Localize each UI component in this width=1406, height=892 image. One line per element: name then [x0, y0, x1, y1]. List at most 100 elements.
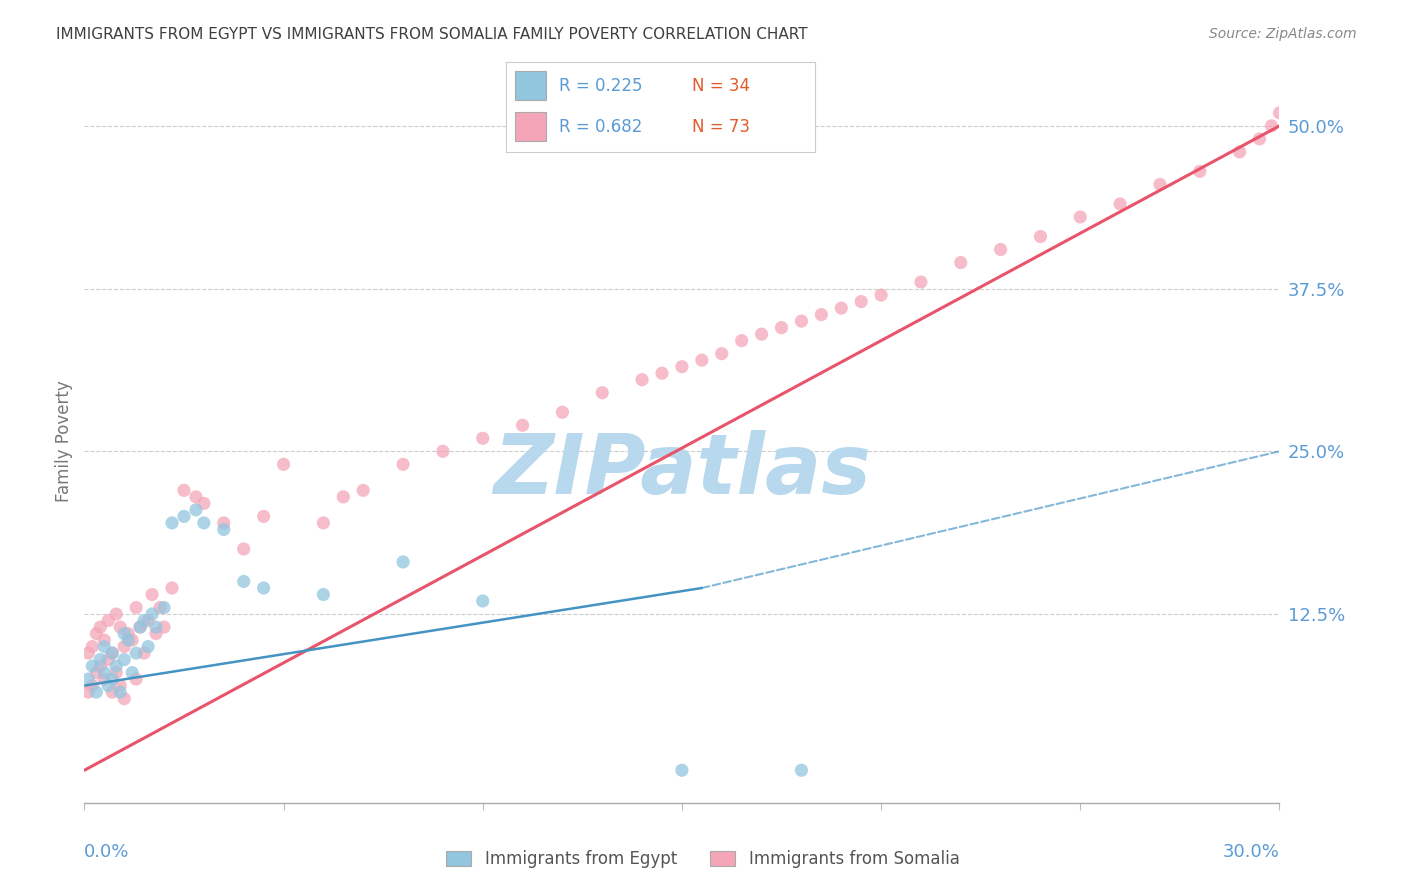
Point [112, 626, 135, 640]
Point [193, 496, 215, 510]
Point [631, 373, 654, 387]
Point [136, 614, 159, 628]
Point [1260, 119, 1282, 133]
Point [690, 353, 713, 368]
Point [232, 541, 254, 556]
Point [125, 646, 148, 660]
Point [1109, 197, 1132, 211]
Point [770, 320, 793, 334]
Point [77, 646, 100, 660]
Point [86, 626, 108, 640]
Point [790, 764, 813, 778]
Point [160, 516, 183, 530]
Text: N = 73: N = 73 [692, 118, 749, 136]
Point [86, 665, 108, 680]
Point [129, 620, 152, 634]
Point [1268, 105, 1291, 120]
Point [105, 659, 128, 673]
Point [141, 607, 163, 621]
Point [332, 490, 354, 504]
Point [312, 516, 335, 530]
Point [153, 620, 176, 634]
Point [105, 607, 128, 621]
Point [1069, 210, 1091, 224]
Point [82, 640, 104, 654]
Point [121, 665, 143, 680]
Point [160, 581, 183, 595]
Point [273, 458, 295, 472]
Point [212, 523, 235, 537]
Point [112, 652, 135, 666]
Point [101, 672, 124, 686]
Legend: Immigrants from Egypt, Immigrants from Somalia: Immigrants from Egypt, Immigrants from S… [440, 844, 966, 875]
Point [212, 516, 235, 530]
Point [89, 652, 111, 666]
Point [132, 614, 156, 628]
Point [97, 679, 120, 693]
Point [949, 255, 972, 269]
Point [1149, 178, 1171, 192]
Point [352, 483, 374, 498]
Point [1029, 229, 1052, 244]
Y-axis label: Family Poverty: Family Poverty [55, 381, 73, 502]
Text: 0.0%: 0.0% [84, 843, 129, 861]
Text: Source: ZipAtlas.com: Source: ZipAtlas.com [1209, 27, 1357, 41]
Point [153, 600, 176, 615]
Text: IMMIGRANTS FROM EGYPT VS IMMIGRANTS FROM SOMALIA FAMILY POVERTY CORRELATION CHAR: IMMIGRANTS FROM EGYPT VS IMMIGRANTS FROM… [56, 27, 808, 42]
Point [851, 294, 873, 309]
Point [990, 243, 1012, 257]
Point [810, 308, 832, 322]
Point [97, 614, 120, 628]
Point [112, 691, 135, 706]
Point [651, 366, 673, 380]
Point [117, 626, 139, 640]
Point [125, 600, 148, 615]
Point [86, 685, 108, 699]
Point [93, 640, 115, 654]
Point [790, 314, 813, 328]
Point [830, 301, 852, 315]
Point [253, 509, 276, 524]
Point [110, 679, 132, 693]
Point [432, 444, 454, 458]
Point [93, 672, 115, 686]
Point [117, 633, 139, 648]
Point [110, 685, 132, 699]
Point [97, 652, 120, 666]
Point [77, 672, 100, 686]
Bar [516, 112, 547, 141]
Point [392, 555, 415, 569]
Point [671, 359, 693, 374]
Point [101, 646, 124, 660]
Text: R = 0.682: R = 0.682 [558, 118, 643, 136]
Point [101, 685, 124, 699]
Point [145, 620, 167, 634]
Point [1188, 164, 1211, 178]
Point [82, 679, 104, 693]
Point [870, 288, 893, 302]
Point [145, 626, 167, 640]
Bar [516, 71, 547, 100]
Point [591, 385, 613, 400]
Point [129, 620, 152, 634]
Point [312, 587, 335, 601]
Point [253, 581, 276, 595]
Point [173, 483, 195, 498]
Point [112, 640, 135, 654]
Point [105, 665, 128, 680]
Point [101, 646, 124, 660]
Point [193, 516, 215, 530]
Point [551, 405, 574, 419]
Point [751, 327, 773, 342]
Point [141, 587, 163, 601]
Point [110, 620, 132, 634]
Text: ZIPatlas: ZIPatlas [494, 430, 870, 511]
Point [671, 764, 693, 778]
Point [1229, 145, 1251, 159]
Point [173, 509, 195, 524]
Point [710, 346, 733, 360]
Point [184, 503, 207, 517]
Text: 30.0%: 30.0% [1223, 843, 1279, 861]
Point [149, 600, 172, 615]
Point [392, 458, 415, 472]
